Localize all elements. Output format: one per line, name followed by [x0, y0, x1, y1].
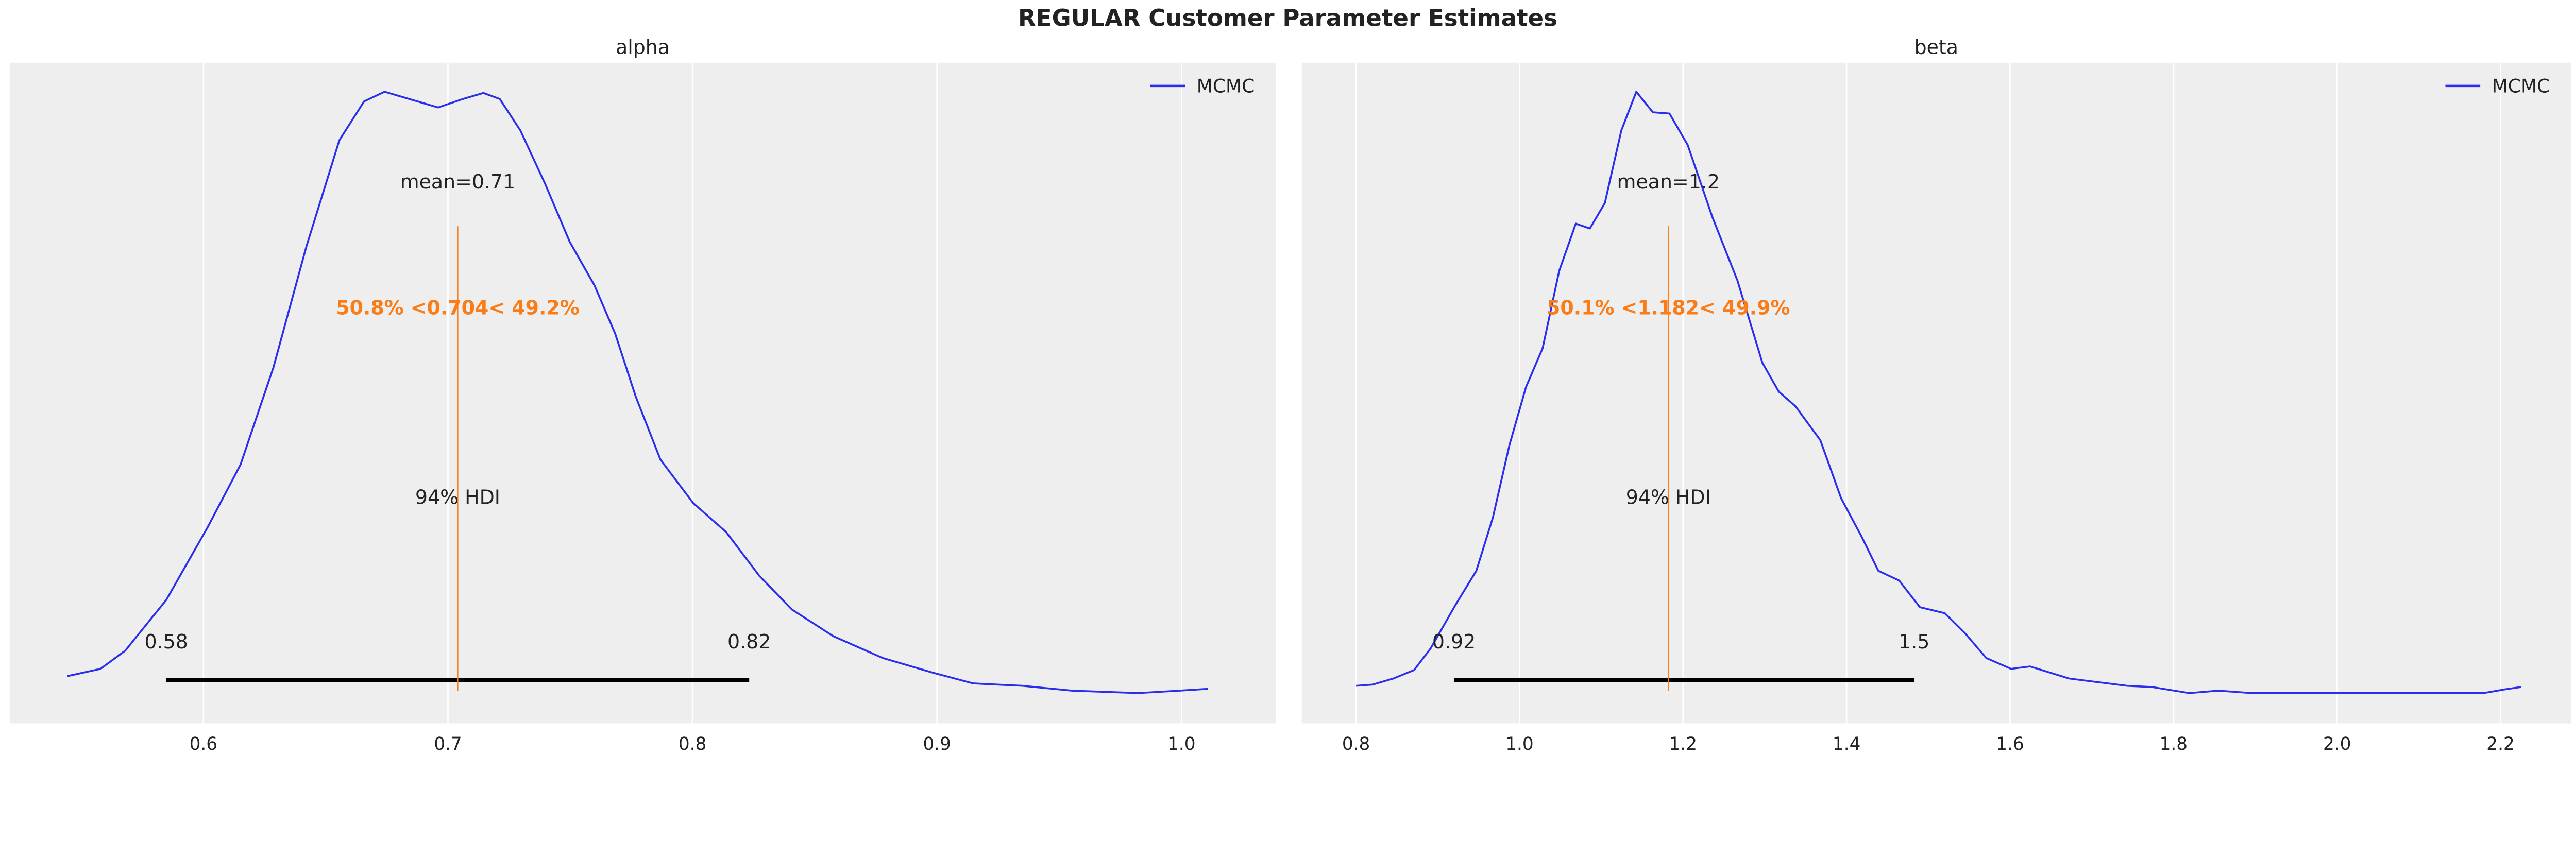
reference-label: 50.8% <0.704< 49.2%: [336, 297, 579, 319]
subplot-title: beta: [1914, 36, 1958, 59]
x-tick-label: 0.8: [679, 734, 707, 754]
x-tick-label: 2.0: [2323, 734, 2351, 754]
x-tick-label: 1.0: [1167, 734, 1196, 754]
x-tick-label: 0.7: [434, 734, 462, 754]
plot-area: [9, 62, 1276, 724]
hdi-low-label: 0.92: [1432, 630, 1476, 653]
hdi-high-label: 1.5: [1899, 630, 1929, 653]
legend: MCMC: [1150, 76, 1255, 97]
x-tick-label: 1.4: [1833, 734, 1861, 754]
density-curve: [67, 91, 1208, 694]
x-tick-label: 1.2: [1669, 734, 1698, 754]
plot-area: [1301, 62, 2571, 724]
x-tick-label: 0.8: [1342, 734, 1370, 754]
mean-label: mean=1.2: [1617, 170, 1720, 193]
x-tick-label: 2.2: [2486, 734, 2515, 754]
subplot-title: alpha: [616, 36, 670, 59]
legend: MCMC: [2445, 76, 2550, 97]
mean-label: mean=0.71: [400, 170, 515, 193]
x-tick-label: 0.9: [923, 734, 951, 754]
density-curve: [1355, 91, 2521, 694]
reference-label: 50.1% <1.182< 49.9%: [1547, 297, 1790, 319]
x-tick-label: 1.0: [1505, 734, 1534, 754]
figure-title: REGULAR Customer Parameter Estimates: [1018, 5, 1557, 32]
legend-label: MCMC: [1197, 76, 1255, 97]
x-tick-label: 1.8: [2160, 734, 2188, 754]
figure: REGULAR Customer Parameter Estimates alp…: [9, 5, 2571, 754]
legend-label: MCMC: [2492, 76, 2550, 97]
hdi-high-label: 0.82: [727, 630, 771, 653]
hdi-low-label: 0.58: [145, 630, 188, 653]
x-tick-label: 0.6: [190, 734, 218, 754]
x-tick-label: 1.6: [1996, 734, 2024, 754]
